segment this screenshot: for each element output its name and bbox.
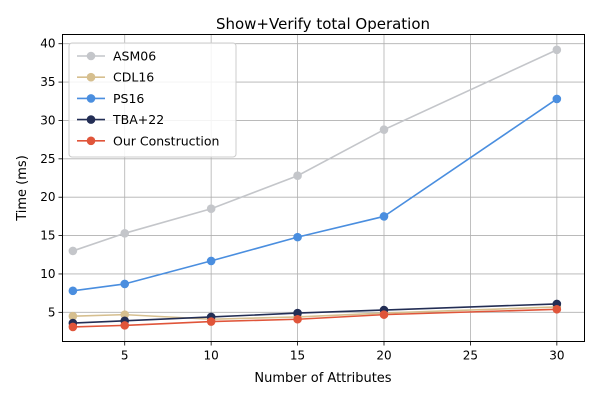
data-point xyxy=(120,279,130,289)
data-point xyxy=(120,321,130,330)
series-line xyxy=(72,303,557,324)
chart-title: Show+Verify total Operation xyxy=(216,15,430,33)
y-tick-label: 30 xyxy=(40,113,55,127)
legend-item: CDL16 xyxy=(77,70,154,85)
y-tick-label: 5 xyxy=(48,305,56,319)
legend-swatch-marker xyxy=(86,136,96,146)
legend-box xyxy=(68,42,237,158)
ticks: 5 10 15 20 25 30 5 10 15 20 25 30 35 40 xyxy=(40,37,564,363)
series-tba-22 xyxy=(68,299,562,328)
data-point xyxy=(552,45,562,55)
y-axis-label: Time (ms) xyxy=(15,155,30,222)
data-point xyxy=(293,308,302,318)
data-point xyxy=(379,212,389,221)
data-point xyxy=(206,204,216,214)
plot-frame xyxy=(62,34,585,342)
x-tick-label: 10 xyxy=(204,349,219,363)
data-point xyxy=(68,246,78,256)
legend-label: CDL16 xyxy=(113,70,154,85)
data-point xyxy=(293,171,302,181)
series-ps16 xyxy=(68,94,562,296)
x-tick-label: 30 xyxy=(549,349,564,363)
y-tick-label: 35 xyxy=(40,75,55,89)
data-point xyxy=(552,94,562,104)
x-tick-label: 5 xyxy=(121,349,129,363)
legend-label: ASM06 xyxy=(113,49,156,64)
data-point xyxy=(379,125,389,134)
data-point xyxy=(68,311,78,321)
series-layer xyxy=(68,45,562,332)
legend-item: ASM06 xyxy=(77,49,156,64)
series-line xyxy=(72,98,558,292)
legend-item: TBA+22 xyxy=(77,112,164,127)
x-tick-label: 25 xyxy=(463,349,478,363)
data-point xyxy=(206,317,216,326)
data-point xyxy=(293,232,302,242)
data-point xyxy=(206,256,216,266)
series-asm06 xyxy=(68,45,562,256)
data-point xyxy=(552,304,562,314)
data-point xyxy=(68,286,78,296)
x-tick-label: 15 xyxy=(290,349,305,363)
legend-label: PS16 xyxy=(113,91,144,106)
data-point xyxy=(120,228,130,238)
y-tick-label: 20 xyxy=(40,190,55,204)
data-point xyxy=(68,322,78,332)
legend-swatch-marker xyxy=(86,94,96,103)
y-tick-label: 15 xyxy=(40,229,55,243)
legend-label: TBA+22 xyxy=(112,112,164,127)
legend-swatch-marker xyxy=(86,72,96,82)
data-point xyxy=(120,310,130,319)
legend-swatch-marker xyxy=(86,115,96,124)
legend-swatch-marker xyxy=(86,51,96,61)
series-line xyxy=(72,306,557,321)
y-tick-label: 25 xyxy=(40,152,55,166)
data-point xyxy=(293,314,302,324)
series-line xyxy=(72,308,557,328)
legend-label: Our Construction xyxy=(113,133,219,148)
data-point xyxy=(379,310,389,319)
y-tick-label: 10 xyxy=(40,267,55,281)
legend-item: Our Construction xyxy=(77,133,219,148)
legend-item: PS16 xyxy=(77,91,144,106)
series-our-construction xyxy=(68,304,562,332)
series-line xyxy=(72,49,558,252)
legend: ASM06 CDL16 PS16 TBA+22 Our Construction xyxy=(68,42,237,158)
y-tick-label: 40 xyxy=(40,37,55,51)
x-tick-label: 20 xyxy=(376,349,391,363)
x-axis-label: Number of Attributes xyxy=(254,371,391,386)
